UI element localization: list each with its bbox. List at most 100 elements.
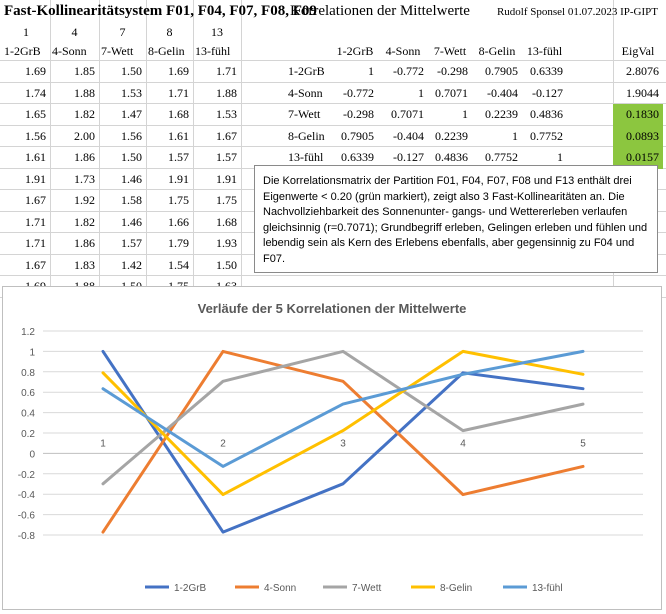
corr-value-cell[interactable]: 0.6339 [530, 64, 563, 78]
value-cell[interactable]: 1.57 [216, 150, 237, 164]
column-header-cell[interactable]: 7-Wett [101, 44, 134, 58]
corr-value-cell[interactable]: 1 [368, 64, 374, 78]
value-cell[interactable]: 1.42 [121, 257, 142, 272]
corr-value-cell[interactable]: 0.7752 [530, 128, 563, 143]
item-number-cell[interactable]: 4 [71, 25, 78, 39]
corr-row-label[interactable]: 1-2GrB [288, 64, 325, 78]
value-cell[interactable]: 1.71 [216, 64, 237, 78]
column-header-cell[interactable]: 8-Gelin [148, 44, 185, 58]
value-cell[interactable]: 1.93 [216, 236, 237, 250]
corr-header-cell[interactable]: 8-Gelin [478, 44, 516, 58]
value-cell[interactable]: 1.50 [121, 64, 142, 78]
corr-value-cell[interactable]: -0.772 [393, 64, 424, 78]
corr-header-cell[interactable]: 7-Wett [433, 44, 467, 58]
value-cell[interactable]: 1.54 [168, 257, 189, 272]
corr-value-cell[interactable]: -0.772 [343, 85, 374, 100]
value-cell[interactable]: 1.91 [25, 171, 46, 186]
value-cell[interactable]: 1.61 [25, 150, 46, 164]
value-cell[interactable]: 1.46 [121, 171, 142, 186]
eigval-cell[interactable]: 0.1830 [613, 104, 663, 126]
value-cell[interactable]: 1.88 [74, 85, 95, 100]
corr-value-cell[interactable]: 0.4836 [530, 107, 563, 121]
value-cell[interactable]: 1.86 [74, 150, 95, 164]
correlation-title[interactable]: Korrelationen der Mittelwerte [290, 3, 470, 19]
value-cell[interactable]: 1.75 [168, 193, 189, 207]
corr-value-cell[interactable]: -0.404 [487, 85, 518, 100]
value-cell[interactable]: 1.47 [121, 107, 142, 121]
author-label[interactable]: Rudolf Sponsel 01.07.2023 IP-GIPT [496, 6, 658, 18]
comment-textbox[interactable]: Die Korrelationsmatrix der Partition F01… [254, 165, 658, 273]
corr-value-cell[interactable]: -0.127 [532, 85, 563, 100]
corr-value-cell[interactable]: 1 [557, 150, 563, 164]
corr-row-label[interactable]: 7-Wett [288, 107, 321, 121]
corr-value-cell[interactable]: 0.2239 [435, 128, 468, 143]
value-cell[interactable]: 1.83 [74, 257, 95, 272]
corr-value-cell[interactable]: 1 [512, 128, 518, 143]
corr-value-cell[interactable]: 0.6339 [341, 150, 374, 164]
corr-value-cell[interactable]: -0.298 [343, 107, 374, 121]
value-cell[interactable]: 1.57 [121, 236, 142, 250]
value-cell[interactable]: 1.86 [74, 236, 95, 250]
eigval-cell[interactable]: 0.0157 [613, 147, 663, 169]
value-cell[interactable]: 1.68 [216, 214, 237, 229]
sheet-title[interactable]: Fast-Kollinearitätsystem F01, F04, F07, … [4, 3, 317, 19]
eigval-header-cell[interactable]: EigVal [621, 44, 655, 58]
item-number-cell[interactable]: 8 [166, 25, 173, 39]
corr-value-cell[interactable]: 0.7905 [341, 128, 374, 143]
value-cell[interactable]: 1.65 [25, 107, 46, 121]
column-header-cell[interactable]: 1-2GrB [4, 44, 41, 58]
line-chart[interactable]: Verläufe der 5 Korrelationen der Mittelw… [2, 286, 662, 610]
value-cell[interactable]: 1.66 [168, 214, 189, 229]
value-cell[interactable]: 1.67 [25, 193, 46, 207]
corr-header-cell[interactable]: 4-Sonn [385, 44, 421, 58]
value-cell[interactable]: 1.46 [121, 214, 142, 229]
value-cell[interactable]: 1.53 [121, 85, 142, 100]
corr-value-cell[interactable]: -0.298 [437, 64, 468, 78]
corr-value-cell[interactable]: -0.404 [393, 128, 424, 143]
corr-row-label[interactable]: 8-Gelin [288, 128, 325, 143]
eigval-cell[interactable]: 1.9044 [626, 85, 659, 100]
eigval-cell[interactable]: 2.8076 [626, 64, 659, 78]
value-cell[interactable]: 1.79 [168, 236, 189, 250]
corr-value-cell[interactable]: 0.4836 [435, 150, 468, 164]
value-cell[interactable]: 1.82 [74, 107, 95, 121]
value-cell[interactable]: 1.75 [216, 193, 237, 207]
column-header-cell[interactable]: 4-Sonn [52, 44, 87, 58]
corr-value-cell[interactable]: -0.127 [393, 150, 424, 164]
value-cell[interactable]: 1.71 [168, 85, 189, 100]
eigval-cell[interactable]: 0.0893 [613, 125, 663, 147]
value-cell[interactable]: 1.91 [168, 171, 189, 186]
value-cell[interactable]: 1.71 [25, 236, 46, 250]
item-number-cell[interactable]: 13 [211, 25, 223, 39]
value-cell[interactable]: 1.56 [25, 128, 46, 143]
column-header-cell[interactable]: 13-fühl [195, 44, 231, 58]
corr-value-cell[interactable]: 0.7752 [485, 150, 518, 164]
corr-value-cell[interactable]: 1 [418, 85, 424, 100]
value-cell[interactable]: 2.00 [74, 128, 95, 143]
value-cell[interactable]: 1.57 [168, 150, 189, 164]
corr-value-cell[interactable]: 0.7071 [391, 107, 424, 121]
value-cell[interactable]: 1.67 [216, 128, 237, 143]
value-cell[interactable]: 1.50 [216, 257, 237, 272]
corr-value-cell[interactable]: 0.7905 [485, 64, 518, 78]
corr-header-cell[interactable]: 13-fühl [526, 44, 563, 58]
corr-row-label[interactable]: 13-fühl [288, 150, 324, 164]
value-cell[interactable]: 1.61 [168, 128, 189, 143]
corr-value-cell[interactable]: 0.7071 [435, 85, 468, 100]
value-cell[interactable]: 1.56 [121, 128, 142, 143]
value-cell[interactable]: 1.53 [216, 107, 237, 121]
item-number-cell[interactable]: 1 [23, 25, 29, 39]
value-cell[interactable]: 1.88 [216, 85, 237, 100]
value-cell[interactable]: 1.68 [168, 107, 189, 121]
item-number-cell[interactable]: 7 [119, 25, 126, 39]
corr-value-cell[interactable]: 1 [462, 107, 468, 121]
corr-row-label[interactable]: 4-Sonn [288, 85, 323, 100]
value-cell[interactable]: 1.58 [121, 193, 142, 207]
value-cell[interactable]: 1.92 [74, 193, 95, 207]
value-cell[interactable]: 1.91 [216, 171, 237, 186]
value-cell[interactable]: 1.74 [25, 85, 46, 100]
value-cell[interactable]: 1.67 [25, 257, 46, 272]
corr-value-cell[interactable]: 0.2239 [485, 107, 518, 121]
value-cell[interactable]: 1.82 [74, 214, 95, 229]
value-cell[interactable]: 1.50 [121, 150, 142, 164]
